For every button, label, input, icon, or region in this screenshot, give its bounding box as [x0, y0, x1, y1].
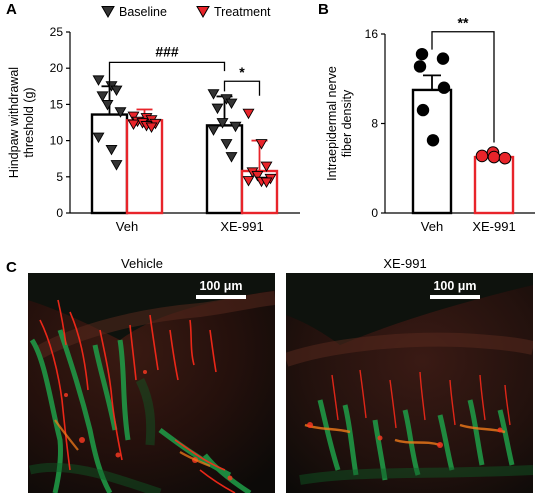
a-legend-label: Baseline — [119, 5, 167, 19]
panel-a-bars — [90, 85, 279, 215]
b-data-point — [436, 52, 450, 65]
a-data-point — [101, 100, 114, 111]
a-data-point — [229, 121, 242, 133]
panel-b-chart: Intraepidermal nerve fiber density 0 8 16 Ve… — [325, 14, 535, 234]
b-bracket-veh-vs-xe — [431, 31, 495, 143]
b-significance-label: ** — [458, 14, 469, 30]
b-category-label: Veh — [421, 219, 443, 234]
panel-a-annotations: ### * — [108, 44, 261, 96]
a-data-point — [127, 119, 140, 131]
b-data-point — [415, 47, 429, 61]
a-category-label: XE-991 — [220, 219, 263, 234]
a-legend-marker — [101, 6, 115, 19]
b-data-point — [426, 134, 440, 147]
panel-b-y-axis-label: Intraepidermal nerve fiber density — [325, 66, 354, 181]
panel-b-bars — [411, 74, 515, 215]
a-y-tick-label: 25 — [50, 25, 64, 39]
xe991-scale-bar-label: 100 μm — [433, 279, 476, 293]
panel-b-points — [413, 47, 512, 165]
a-category-label: Veh — [116, 219, 138, 234]
a-y-axis-label-line: threshold (g) — [22, 87, 36, 157]
a-y-tick-label: 5 — [56, 170, 63, 184]
a-bracket-baseline-vs-treatment — [223, 80, 261, 96]
b-data-point — [487, 150, 501, 164]
a-data-point — [105, 144, 118, 156]
b-data-point — [416, 103, 430, 117]
a-legend-marker — [196, 6, 210, 19]
a-data-point — [110, 160, 123, 171]
b-data-point — [498, 151, 512, 165]
a-significance-label: ### — [155, 44, 179, 60]
panel-letter-b: B — [318, 1, 329, 18]
a-bracket-veh-vs-xe — [108, 61, 226, 88]
panel-a-y-axis-label: Hindpaw withdrawal threshold (g) — [7, 67, 36, 178]
a-bar — [125, 119, 164, 215]
panel-letter-c: C — [6, 259, 17, 276]
a-data-point — [216, 118, 229, 129]
a-data-point — [255, 139, 268, 150]
vehicle-scale-bar-label: 100 μm — [199, 279, 242, 293]
a-y-tick-label: 0 — [56, 206, 63, 220]
a-data-point — [260, 161, 273, 173]
b-y-tick-label: 16 — [365, 27, 379, 41]
b-y-axis-label-line: fiber density — [340, 89, 354, 157]
a-data-point — [225, 98, 238, 110]
a-data-point — [225, 152, 238, 163]
a-y-tick-label: 20 — [50, 61, 64, 75]
panel-a-chart: Hindpaw withdrawal threshold (g) 0 5 10 15 20… — [7, 5, 300, 234]
a-data-point — [127, 111, 140, 123]
a-data-point — [114, 107, 127, 118]
a-data-point — [242, 176, 255, 187]
b-data-point — [475, 149, 489, 163]
a-data-point — [145, 122, 158, 133]
a-data-point — [260, 177, 273, 188]
panel-a-points — [92, 75, 277, 188]
a-bar — [205, 124, 244, 215]
vehicle-image-title: Vehicle — [121, 256, 163, 271]
a-data-point — [207, 125, 220, 136]
a-data-point — [220, 139, 233, 150]
a-data-point — [251, 171, 264, 182]
b-y-axis-label-line: Intraepidermal nerve — [325, 66, 339, 181]
a-y-tick-label: 10 — [50, 134, 64, 148]
a-data-point — [92, 132, 105, 144]
a-y-tick-label: 15 — [50, 97, 64, 111]
a-data-point — [92, 75, 105, 86]
a-y-axis-label-line: Hindpaw withdrawal — [7, 67, 21, 178]
panel-a-legend: Baseline Treatment — [101, 5, 271, 19]
b-bar — [473, 155, 515, 215]
b-y-tick-label: 8 — [371, 117, 378, 131]
a-data-point — [207, 89, 220, 100]
b-category-label: XE-991 — [472, 219, 515, 234]
a-data-point — [110, 85, 123, 97]
xe991-image-title: XE-991 — [383, 256, 426, 271]
xe991-micrograph: 100 μm — [286, 273, 533, 493]
panel-b-annotations: ** — [431, 14, 495, 143]
b-data-point — [413, 60, 427, 73]
a-data-point — [96, 91, 109, 102]
a-bar — [90, 113, 129, 215]
a-data-point — [211, 103, 224, 115]
a-significance-label: * — [239, 64, 245, 80]
vehicle-micrograph: 100 μm — [28, 273, 275, 493]
a-legend-label: Treatment — [214, 5, 271, 19]
panel-letter-a: A — [6, 1, 17, 18]
b-data-point — [437, 81, 451, 94]
a-data-point — [242, 108, 255, 120]
b-y-tick-label: 0 — [371, 206, 378, 220]
panel-b-axes: 0 8 16 Veh XE-991 — [365, 27, 535, 234]
